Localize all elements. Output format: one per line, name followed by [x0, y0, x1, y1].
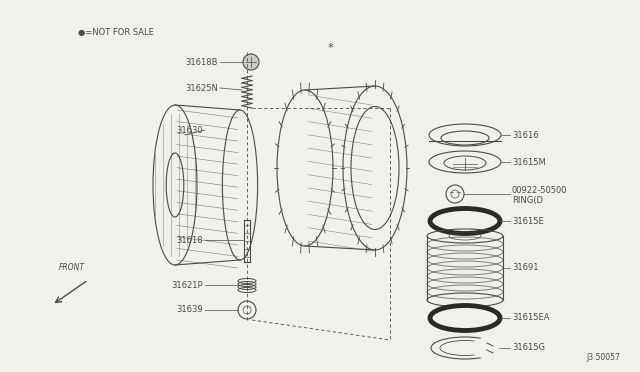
- Text: *: *: [327, 43, 333, 53]
- Wedge shape: [465, 332, 502, 364]
- Text: 31615G: 31615G: [512, 343, 545, 353]
- Text: 31615EA: 31615EA: [512, 314, 550, 323]
- Text: 31639: 31639: [177, 305, 203, 314]
- Circle shape: [243, 54, 259, 70]
- Text: J3 50057: J3 50057: [586, 353, 620, 362]
- Text: 31615M: 31615M: [512, 157, 546, 167]
- Text: 00922-50500: 00922-50500: [512, 186, 568, 195]
- Text: 31630: 31630: [177, 125, 203, 135]
- Text: 31625N: 31625N: [185, 83, 218, 93]
- Text: 31618: 31618: [177, 235, 203, 244]
- Text: ●=NOT FOR SALE: ●=NOT FOR SALE: [78, 28, 154, 36]
- Text: 31621P: 31621P: [172, 280, 203, 289]
- Text: 31691: 31691: [512, 263, 538, 273]
- Text: FRONT: FRONT: [59, 263, 85, 272]
- Text: 31618B: 31618B: [186, 58, 218, 67]
- Text: RING(D: RING(D: [512, 196, 543, 205]
- Text: 31616: 31616: [512, 131, 539, 140]
- Text: 31615E: 31615E: [512, 217, 544, 225]
